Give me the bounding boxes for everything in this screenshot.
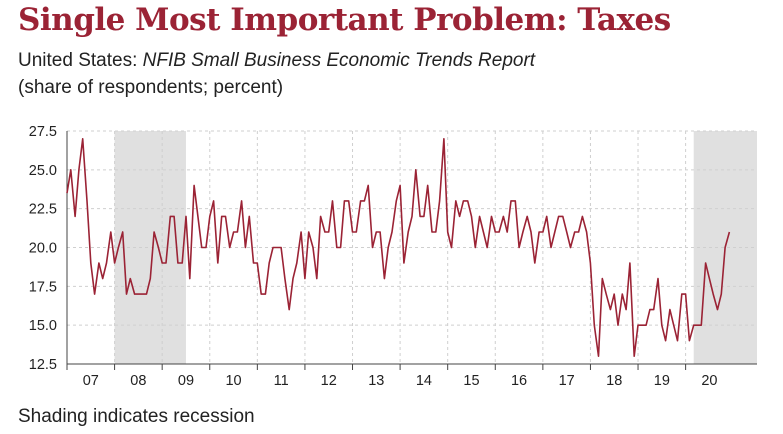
x-tick-label-18: 18 <box>606 373 622 389</box>
x-tick-label-20: 20 <box>701 373 717 389</box>
y-tick-label-5: 25.0 <box>29 163 57 179</box>
y-tick-labels: 12.5 15.0 17.5 20.0 22.5 25.0 27.5 <box>29 124 57 373</box>
subtitle-country: United States: <box>18 50 143 71</box>
x-tick-label-07: 07 <box>83 373 99 389</box>
x-tick-label-11: 11 <box>274 373 289 389</box>
y-tick-label-3: 20.0 <box>29 241 57 257</box>
x-tick-label-19: 19 <box>654 373 670 389</box>
series <box>66 138 731 358</box>
y-tick-label-1: 15.0 <box>29 318 57 334</box>
chart-units: (share of respondents; percent) <box>18 77 284 98</box>
axes <box>66 131 757 365</box>
y-tick-label-6: 27.5 <box>29 124 57 140</box>
y-tick-label-4: 22.5 <box>29 202 57 218</box>
chart-subtitle: United States: NFIB Small Business Econo… <box>18 50 535 72</box>
x-tick-label-10: 10 <box>225 373 241 389</box>
x-tick-label-08: 08 <box>130 373 146 389</box>
x-tick-label-16: 16 <box>511 373 527 389</box>
recession-band-0 <box>114 131 186 364</box>
y-tick-label-0: 12.5 <box>29 357 57 373</box>
chart-title: Single Most Important Problem: Taxes <box>18 2 671 38</box>
x-tick-label-17: 17 <box>559 373 575 389</box>
x-tick-labels: 07 08 09 10 11 12 13 14 15 16 17 18 19 20 <box>83 373 718 389</box>
series-line-0 <box>66 138 731 358</box>
x-tick-label-15: 15 <box>463 373 479 389</box>
y-tick-label-2: 17.5 <box>29 279 57 295</box>
subtitle-source: NFIB Small Business Economic Trends Repo… <box>142 50 536 71</box>
footnote: Shading indicates recession <box>18 406 255 427</box>
x-tick-label-14: 14 <box>416 373 432 389</box>
x-tick-label-13: 13 <box>368 373 384 389</box>
x-tick-label-12: 12 <box>321 373 337 389</box>
x-tick-label-09: 09 <box>178 373 194 389</box>
